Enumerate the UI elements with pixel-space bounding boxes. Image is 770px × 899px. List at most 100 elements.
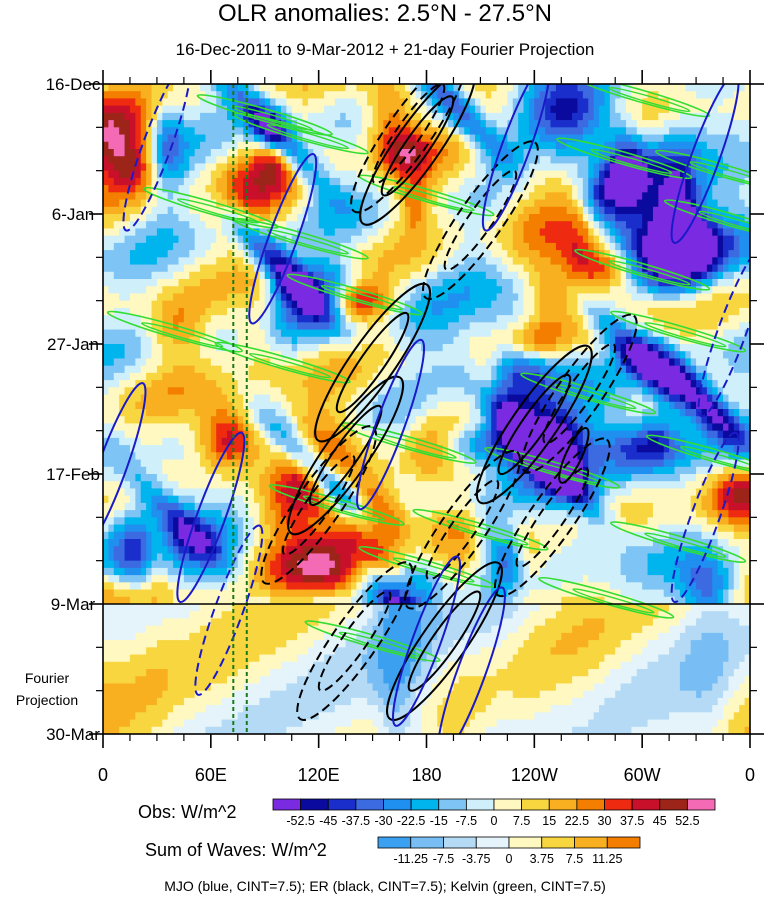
field-cell [582,120,589,128]
field-cell [253,120,260,128]
field-cell [550,300,557,309]
field-cell [200,307,207,316]
field-cell [377,358,384,367]
field-cell [286,250,293,258]
field-cell [566,91,573,100]
field-cell [302,185,309,193]
field-cell [124,365,131,374]
field-cell [404,329,411,338]
field-cell [167,307,174,316]
field-cell [674,163,681,172]
field-cell [599,271,606,280]
field-cell [620,257,627,266]
field-cell [404,221,411,230]
field-cell [108,300,115,309]
field-cell [264,279,271,287]
field-cell [696,177,703,186]
field-cell [367,206,374,215]
field-cell [183,372,190,381]
field-cell [345,177,352,186]
field-cell [615,206,622,215]
field-cell [103,300,109,309]
field-cell [674,293,681,302]
field-cell [189,257,196,266]
field-cell [690,221,697,230]
field-cell [119,315,126,323]
field-cell [351,177,358,186]
field-cell [340,235,347,244]
chart-subtitle: 16-Dec-2011 to 9-Mar-2012 + 21-day Fouri… [175,40,595,59]
field-cell [119,279,126,287]
field-cell [636,141,643,150]
field-cell [674,351,681,360]
field-cell [431,185,438,193]
field-cell [324,372,331,381]
field-cell [377,250,384,258]
field-cell [593,98,600,107]
field-cell [723,279,730,287]
field-cell [340,257,347,266]
field-cell [140,344,147,352]
field-cell [291,206,298,215]
field-cell [464,250,471,258]
field-cell [394,98,401,107]
field-cell [593,307,600,316]
field-cell [625,235,632,244]
field-cell [103,112,109,121]
field-cell [313,271,320,280]
field-cell [577,329,584,338]
field-cell [507,141,514,150]
field-cell [615,322,622,331]
field-cell [426,156,433,165]
field-cell [469,235,476,244]
field-cell [577,351,584,360]
field-cell [151,134,158,143]
field-cell [404,149,411,157]
field-cell [545,264,552,273]
field-cell [491,134,498,143]
field-cell [264,336,271,345]
field-cell [113,91,120,100]
field-cell [377,206,384,215]
field-cell [146,149,153,157]
field-cell [555,105,562,114]
field-cell [156,163,163,172]
field-cell [733,177,740,186]
field-cell [496,300,503,309]
field-cell [647,221,654,230]
field-cell [491,84,498,92]
field-cell [151,380,158,388]
field-cell [696,372,703,381]
field-cell [625,358,632,367]
field-cell [561,315,568,323]
field-cell [528,300,535,309]
field-cell [372,279,379,287]
field-cell [582,185,589,193]
field-cell [194,170,201,179]
field-cell [232,336,239,345]
field-cell [361,300,368,309]
field-cell [221,300,228,309]
field-cell [189,300,196,309]
field-cell [103,344,109,352]
field-cell [151,192,158,201]
field-cell [227,257,233,266]
field-cell [620,127,627,136]
field-cell [512,358,519,367]
field-cell [609,120,616,128]
field-cell [485,365,492,374]
field-cell [523,242,530,251]
field-cell [469,307,476,316]
field-cell [421,271,428,280]
field-cell [437,221,444,230]
field-cell [561,105,568,114]
field-cell [712,257,719,266]
field-cell [437,271,444,280]
field-cell [404,336,411,345]
field-cell [129,242,136,251]
field-cell [669,250,676,258]
field-cell [609,322,616,331]
field-cell [577,206,584,215]
field-cell [491,177,498,186]
field-cell [518,271,525,280]
